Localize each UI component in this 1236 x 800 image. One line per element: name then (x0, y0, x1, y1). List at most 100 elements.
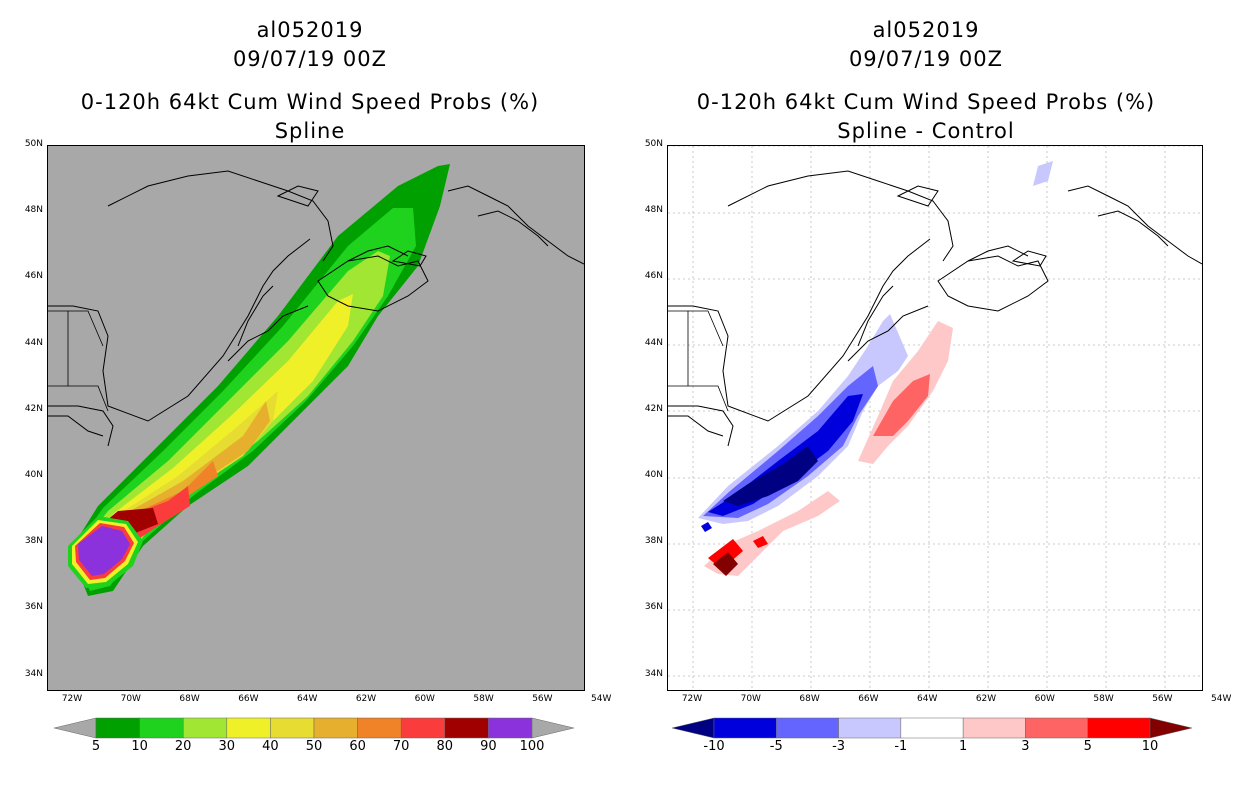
left-colorbar (54, 717, 574, 739)
left-lat-label: 44N (24, 337, 43, 348)
left-map (47, 145, 585, 691)
diff-pos-10 (713, 552, 738, 576)
left-lat-label: 50N (24, 139, 43, 149)
right-title-block: al052019 09/07/19 00Z 0-120h 64kt Cum Wi… (646, 16, 1206, 146)
left-lon-label: 58W (473, 694, 494, 704)
left-lat-label: 40N (24, 470, 43, 480)
colorbar-left-arrow (54, 717, 97, 739)
right-cb-label: 3 (1021, 739, 1030, 754)
left-map-svg (48, 164, 584, 596)
right-lon-label: 72W (681, 694, 703, 704)
right-cb-label: -5 (769, 739, 783, 754)
right-map-svg (668, 146, 1202, 690)
right-lon-label: 60W (1034, 694, 1055, 704)
colorbar-box (226, 717, 271, 739)
colorbar-box (900, 717, 964, 739)
left-lat-label: 38N (24, 536, 43, 547)
colorbar-box (400, 717, 446, 739)
diff-neg-3 (703, 366, 878, 518)
left-cb-label: 80 (436, 739, 454, 754)
right-lat-label: 40N (644, 470, 663, 480)
colorbar-box (182, 717, 228, 739)
right-gridlines (668, 146, 1202, 690)
right-subtitle: Spline - Control (837, 119, 1015, 143)
left-lon-label: 68W (179, 694, 200, 704)
diff-neg-1-north (1033, 161, 1053, 186)
colorbar-box (1025, 717, 1088, 739)
right-datetime: 09/07/19 00Z (848, 47, 1004, 71)
left-lat-label: 42N (24, 403, 43, 414)
diff-neg-10 (723, 446, 818, 506)
left-lat-label: 36N (24, 602, 43, 613)
left-lon-label: 56W (532, 694, 553, 704)
colorbar-box (1087, 717, 1151, 739)
left-cb-label: 60 (349, 739, 366, 754)
diff-pos-3 (873, 374, 930, 436)
left-lon-label: 62W (355, 694, 377, 704)
left-lat-label: 34N (24, 668, 43, 679)
right-coastlines (668, 170, 1202, 447)
left-cb-label: 10 (131, 739, 148, 754)
left-borders (48, 310, 109, 412)
right-cb-label: -10 (703, 739, 725, 754)
right-cb-label: 1 (959, 739, 968, 754)
diff-pos-5-b (753, 536, 768, 548)
colorbar-box (270, 717, 315, 739)
left-lon-label: 72W (61, 694, 83, 704)
right-lat-label: 34N (644, 668, 663, 679)
left-coastlines (48, 170, 584, 447)
left-title-block: al052019 09/07/19 00Z 0-120h 64kt Cum Wi… (30, 16, 590, 146)
left-cb-label: 20 (174, 739, 192, 754)
right-lat-label: 42N (644, 403, 663, 414)
right-lon-label: 68W (799, 694, 820, 704)
right-colorbar (672, 717, 1192, 739)
left-lon-label: 54W (591, 694, 612, 704)
right-lon-label: 62W (975, 694, 997, 704)
left-cb-label: 5 (91, 739, 101, 754)
colorbar-box (488, 717, 533, 739)
right-lat-label: 46N (644, 271, 663, 282)
left-subtitle: Spline (274, 119, 346, 143)
right-map (667, 145, 1203, 691)
left-lon-label: 66W (238, 694, 259, 704)
colorbar-box (444, 717, 489, 739)
right-lat-label: 48N (644, 205, 663, 216)
right-lat-label: 44N (644, 337, 663, 348)
swath-100pct (78, 526, 130, 576)
right-cb-label: 10 (1141, 739, 1159, 754)
colorbar-box (713, 717, 777, 739)
colorbar-box (357, 717, 402, 739)
colorbar-box (313, 717, 358, 739)
left-datetime: 09/07/19 00Z (232, 47, 388, 71)
diff-neg-1 (698, 314, 908, 524)
left-lat-label: 46N (24, 271, 43, 282)
left-cb-label: 30 (218, 739, 236, 754)
right-lon-label: 70W (740, 694, 761, 704)
left-cb-label: 70 (392, 739, 410, 754)
colorbar-left-arrow (672, 717, 715, 739)
left-lon-label: 64W (297, 694, 318, 704)
left-lon-label: 60W (414, 694, 435, 704)
left-cb-label: 40 (262, 739, 279, 754)
colorbar-box (962, 717, 1026, 739)
right-storm-id: al052019 (872, 18, 980, 42)
left-storm-id: al052019 (256, 18, 364, 42)
colorbar-right-arrow (1149, 717, 1192, 739)
colorbar-box (139, 717, 184, 739)
diff-neg-small (701, 522, 712, 532)
colorbar-box (95, 717, 140, 739)
right-product-title: 0-120h 64kt Cum Wind Speed Probs (%) (696, 90, 1156, 114)
colorbar-right-arrow (531, 717, 574, 739)
right-lat-label: 38N (644, 536, 663, 547)
right-lon-label: 56W (1152, 694, 1173, 704)
right-lat-label: 50N (644, 139, 663, 149)
left-lat-label: 48N (24, 205, 43, 216)
right-cb-label: -1 (894, 739, 908, 754)
colorbar-box (838, 717, 902, 739)
left-lon-label: 70W (120, 694, 141, 704)
left-cb-label: 100 (519, 739, 545, 754)
left-product-title: 0-120h 64kt Cum Wind Speed Probs (%) (80, 90, 540, 114)
left-cb-label: 50 (305, 739, 323, 754)
diff-pos-5 (708, 539, 743, 566)
right-cb-label: 5 (1083, 739, 1092, 754)
